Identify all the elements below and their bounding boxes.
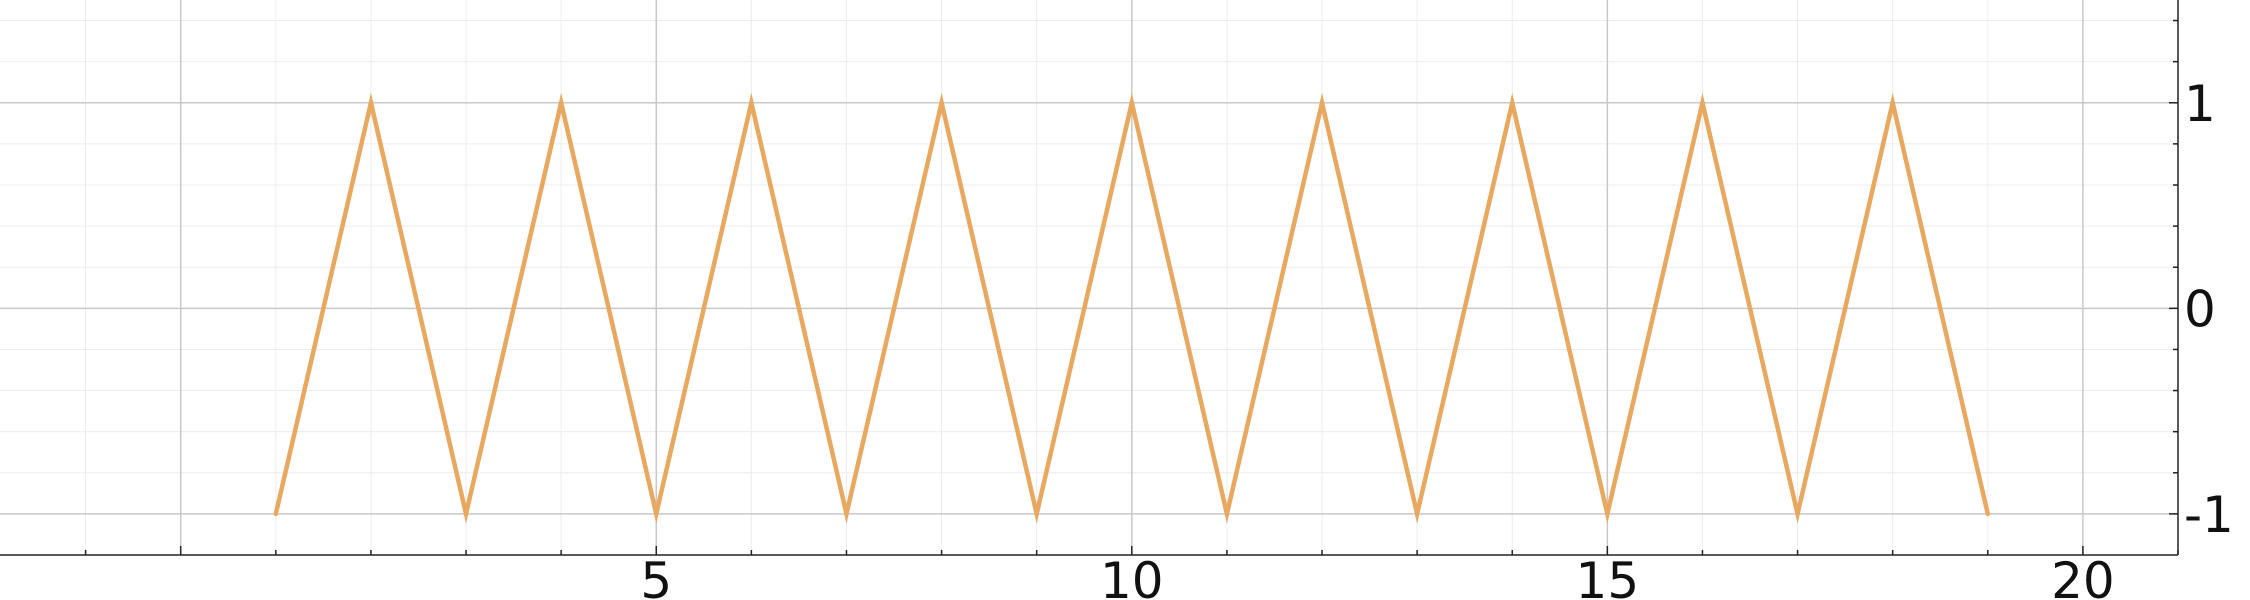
data-point	[1605, 511, 1610, 517]
y-tick-label: 1	[2184, 75, 2216, 133]
data-point	[844, 511, 849, 517]
data-point	[1414, 511, 1420, 517]
data-point	[1224, 511, 1230, 517]
y-tick-label: -1	[2184, 486, 2234, 544]
data-point	[1890, 100, 1895, 105]
axes	[0, 0, 2179, 556]
data-point	[749, 100, 754, 105]
data-point	[1510, 100, 1515, 105]
data-point	[1034, 511, 1039, 517]
data-point	[463, 511, 469, 517]
data-point	[273, 511, 279, 517]
series-layer	[273, 92, 1990, 524]
x-tick-label: 5	[640, 552, 672, 600]
x-tick-label: 10	[1100, 552, 1164, 600]
data-point	[1985, 511, 1990, 517]
minor-grid	[0, 0, 2179, 555]
data-point	[1319, 100, 1325, 105]
major-grid	[0, 0, 2178, 555]
data-point	[368, 100, 374, 105]
tick-labels: 5 10 15 20 -1 0 1	[640, 75, 2234, 600]
data-point	[1700, 100, 1705, 105]
data-point	[654, 511, 659, 517]
y-tick-label: 0	[2184, 280, 2216, 338]
x-tick-label: 15	[1576, 552, 1640, 600]
data-point	[939, 100, 944, 105]
x-tick-label: 20	[2051, 552, 2115, 600]
data-point	[1795, 511, 1800, 517]
data-point	[1129, 100, 1134, 105]
data-point	[558, 100, 564, 105]
